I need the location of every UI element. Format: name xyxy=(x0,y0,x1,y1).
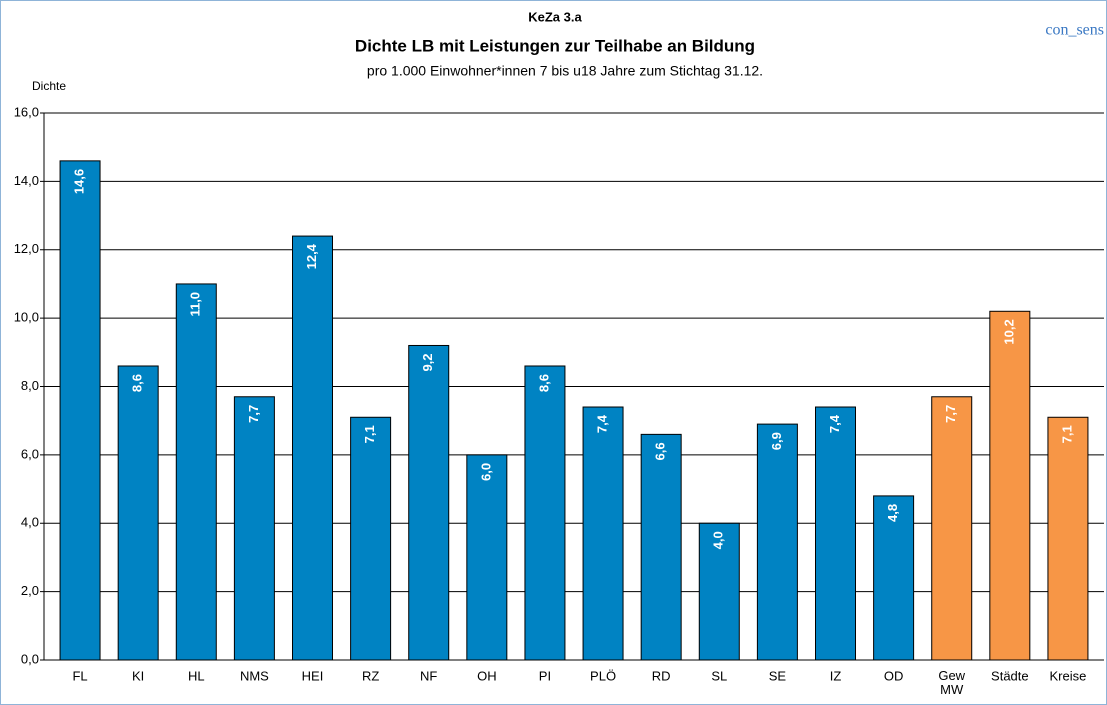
x-tick-label: NMS xyxy=(240,668,269,683)
x-tick-label: SE xyxy=(769,668,787,683)
bar xyxy=(408,344,450,661)
x-tick-label: RZ xyxy=(362,668,379,683)
x-tick-label: RD xyxy=(652,668,671,683)
bar xyxy=(640,433,682,661)
bar xyxy=(117,365,159,661)
x-tick-label: Gew MW xyxy=(938,668,965,697)
data-label: 8,6 xyxy=(536,374,551,392)
x-tick-label: PI xyxy=(539,668,551,683)
bar xyxy=(698,522,740,661)
y-tick-label: 4,0 xyxy=(21,515,39,530)
x-tick-label: SL xyxy=(711,668,727,683)
x-tick-label: PLÖ xyxy=(590,668,616,683)
data-label: 8,6 xyxy=(130,374,145,392)
x-tick-label: HL xyxy=(188,668,205,683)
data-label: 4,8 xyxy=(885,504,900,522)
bar xyxy=(1047,416,1089,661)
bar xyxy=(350,416,392,661)
bar xyxy=(175,283,217,661)
data-label: 7,4 xyxy=(827,414,842,433)
x-tick-label: FL xyxy=(72,668,87,683)
bar xyxy=(815,406,856,661)
x-tick-label: Städte xyxy=(991,668,1029,683)
bar xyxy=(582,406,624,661)
data-label: 6,0 xyxy=(478,463,493,481)
y-tick-label: 10,0 xyxy=(14,310,39,325)
bar xyxy=(292,235,333,661)
bar xyxy=(989,310,1031,661)
bar xyxy=(466,454,508,661)
bar xyxy=(756,423,798,661)
data-label: 10,2 xyxy=(1001,319,1016,344)
y-tick-label: 12,0 xyxy=(14,241,39,256)
data-label: 7,4 xyxy=(594,414,609,433)
chart-title: Dichte LB mit Leistungen zur Teilhabe an… xyxy=(355,36,755,55)
x-tick-label: OH xyxy=(477,668,497,683)
y-tick-label: 6,0 xyxy=(21,446,39,461)
x-tick-label: HEI xyxy=(302,668,324,683)
chart-kicker: KeZa 3.a xyxy=(528,9,582,24)
data-label: 7,7 xyxy=(943,405,958,423)
y-tick-label: 8,0 xyxy=(21,378,39,393)
x-tick-label: Kreise xyxy=(1050,668,1087,683)
x-tick-label: OD xyxy=(884,668,904,683)
data-label: 4,0 xyxy=(711,531,726,549)
y-tick-label: 16,0 xyxy=(14,104,39,119)
data-label: 6,9 xyxy=(769,432,784,450)
y-tick-label: 0,0 xyxy=(21,651,39,666)
bar xyxy=(59,160,101,661)
x-tick-label: KI xyxy=(132,668,144,683)
bar xyxy=(524,365,566,661)
data-label: 9,2 xyxy=(420,353,435,371)
data-label: 11,0 xyxy=(188,292,203,317)
x-tick-label: NF xyxy=(420,668,437,683)
data-label: 7,1 xyxy=(1059,425,1074,443)
bar xyxy=(873,495,915,661)
brand: con_sens xyxy=(1045,22,1104,39)
data-label: 7,7 xyxy=(246,405,261,423)
data-label: 12,4 xyxy=(304,243,319,269)
data-label: 7,1 xyxy=(362,425,377,443)
bar xyxy=(931,396,973,661)
chart-subtitle: pro 1.000 Einwohner*innen 7 bis u18 Jahr… xyxy=(367,63,763,79)
y-axis-label: Dichte xyxy=(32,79,66,93)
bar xyxy=(233,396,275,661)
data-label: 14,6 xyxy=(71,169,86,194)
y-tick-label: 2,0 xyxy=(21,583,39,598)
data-label: 6,6 xyxy=(653,442,668,460)
x-tick-label: IZ xyxy=(830,668,842,683)
y-tick-label: 14,0 xyxy=(14,173,39,188)
